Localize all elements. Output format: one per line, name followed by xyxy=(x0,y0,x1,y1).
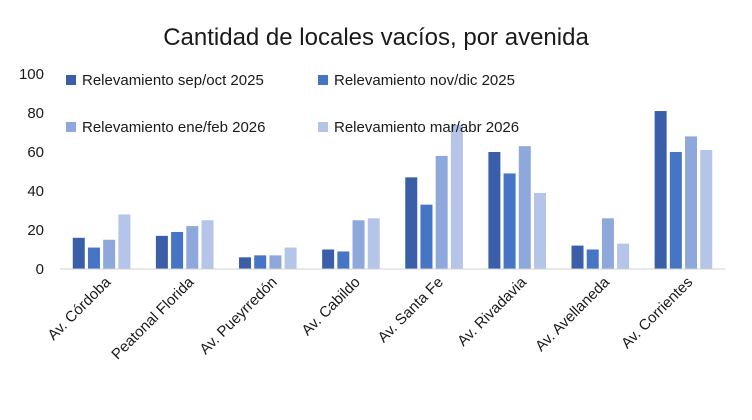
bar xyxy=(685,136,698,269)
bar xyxy=(700,150,713,269)
bar xyxy=(254,255,267,269)
bar xyxy=(601,218,614,269)
bar xyxy=(201,220,214,269)
bars-group xyxy=(72,111,713,269)
bar xyxy=(488,152,501,269)
bar xyxy=(617,243,630,269)
y-tick-label: 20 xyxy=(27,222,44,239)
bar xyxy=(72,237,85,269)
y-tick-label: 40 xyxy=(27,183,44,200)
legend-label: Relevamiento nov/dic 2025 xyxy=(334,72,515,89)
bar xyxy=(103,239,116,269)
legend-swatch xyxy=(318,75,328,85)
bar xyxy=(669,152,682,269)
x-tick-label: Av. Pueyrredón xyxy=(196,274,280,358)
bar xyxy=(367,218,380,269)
bar xyxy=(420,204,433,269)
chart-title: Cantidad de locales vacíos, por avenida xyxy=(163,24,589,51)
bar xyxy=(155,235,168,269)
x-tick-label: Av. Santa Fe xyxy=(375,274,447,346)
bar xyxy=(586,249,599,269)
y-tick-label: 80 xyxy=(27,105,44,122)
bar xyxy=(533,192,546,269)
bar xyxy=(571,245,584,269)
x-tick-label: Av. Corrientes xyxy=(618,274,696,352)
bar xyxy=(284,247,297,269)
bar xyxy=(186,226,199,269)
bar xyxy=(503,173,516,269)
bar xyxy=(352,220,365,269)
bar xyxy=(435,155,448,269)
y-tick-label: 0 xyxy=(36,261,44,278)
legend-label: Relevamiento ene/feb 2026 xyxy=(82,119,265,136)
y-axis-ticks: 0 20 40 60 80 100 xyxy=(19,66,44,278)
bar xyxy=(337,251,350,269)
x-tick-label: Peatonal Florida xyxy=(108,273,198,363)
bar xyxy=(450,124,463,269)
x-tick-label: Av. Cabildo xyxy=(298,274,363,339)
bar xyxy=(269,255,282,269)
bar xyxy=(118,214,131,269)
legend-swatch xyxy=(66,122,76,132)
legend-label: Relevamiento sep/oct 2025 xyxy=(82,72,264,89)
x-tick-label: Av. Rivadavia xyxy=(454,273,530,349)
bar xyxy=(518,146,531,269)
bar xyxy=(171,231,184,269)
y-tick-label: 60 xyxy=(27,144,44,161)
bar xyxy=(322,249,335,269)
bar xyxy=(654,111,667,269)
bar xyxy=(405,177,418,269)
x-tick-label: Av. Avellaneda xyxy=(532,273,613,354)
x-tick-label: Av. Córdoba xyxy=(44,273,114,343)
legend-swatch xyxy=(66,75,76,85)
bar xyxy=(87,247,100,269)
y-tick-label: 100 xyxy=(19,66,44,83)
legend-label: Relevamiento mar/abr 2026 xyxy=(334,119,519,136)
bar xyxy=(239,257,252,269)
legend: Relevamiento sep/oct 2025 Relevamiento no… xyxy=(66,72,519,136)
legend-swatch xyxy=(318,122,328,132)
